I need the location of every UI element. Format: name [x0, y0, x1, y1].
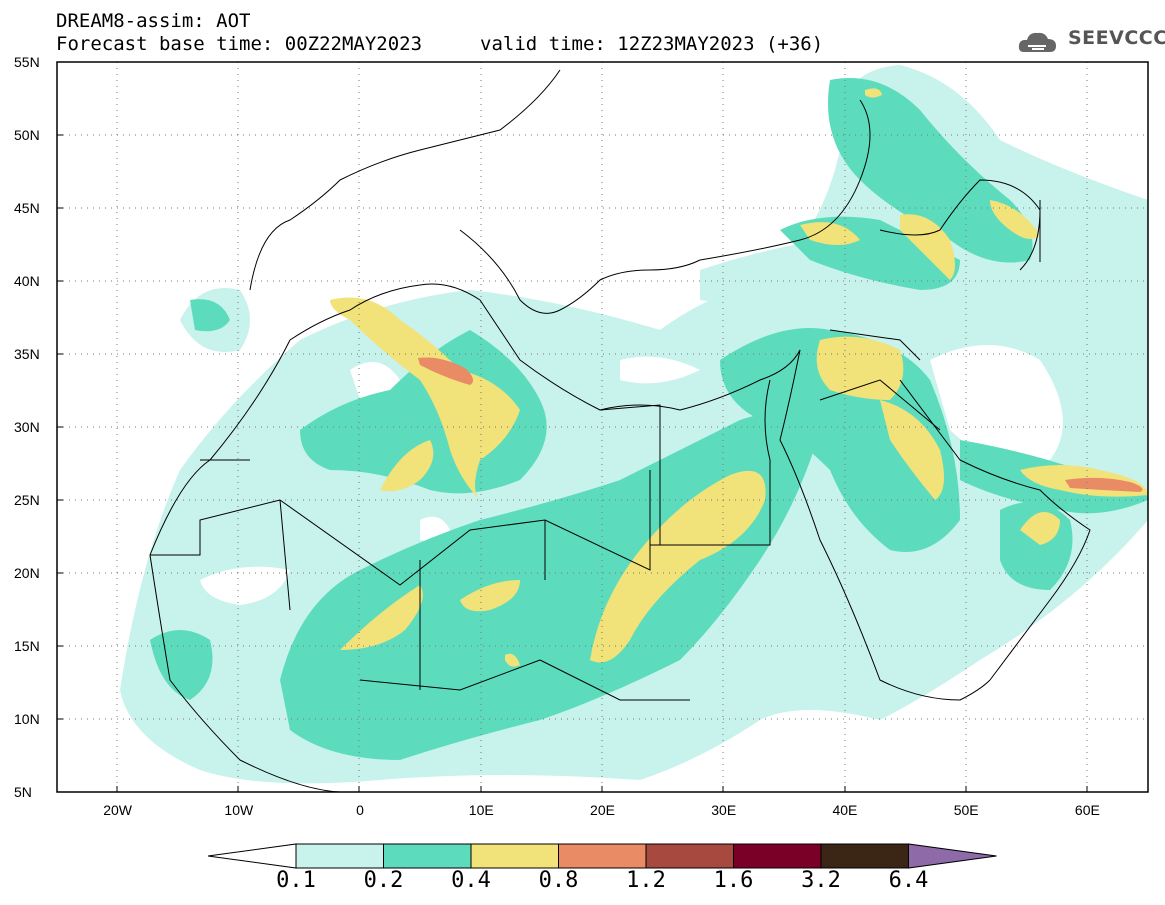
colorbar-box: [820, 843, 909, 869]
logo-text: SEEVCCC: [1068, 27, 1165, 49]
lat-tick-label: 45N: [14, 200, 40, 216]
colorbar-under-triangle: [207, 843, 297, 869]
colorbar-box: [470, 843, 559, 869]
coastlines: [149, 69, 1091, 792]
colorbar-label: 0.1: [276, 868, 316, 893]
colorbar-box: [383, 843, 472, 869]
cloud-logo-icon: [1018, 32, 1056, 52]
colorbar-label: 0.8: [538, 868, 579, 893]
lon-tick-label: 20E: [590, 802, 615, 818]
lon-tick-label: 40E: [832, 802, 858, 818]
colorbar-label: 1.6: [713, 868, 754, 893]
lat-tick-label: 20N: [14, 565, 40, 581]
lat-tick-label: 40N: [14, 273, 40, 289]
colorbar-box: [558, 843, 647, 869]
lon-tick-label: 10W: [224, 802, 254, 818]
colorbar-label: 6.4: [888, 868, 929, 893]
lon-tick-label: 30E: [711, 802, 737, 818]
colorbar-box: [645, 843, 734, 869]
lat-tick-label: 30N: [14, 419, 40, 435]
colorbar-over-triangle: [908, 843, 997, 869]
lon-tick-label: 60E: [1074, 802, 1100, 818]
colorbar-label: 3.2: [801, 868, 841, 893]
lat-tick-label: 10N: [14, 711, 40, 727]
colorbar-box: [733, 843, 822, 869]
lat-tick-label: 50N: [14, 127, 40, 143]
colorbar-label: 0.2: [363, 868, 404, 893]
aot-band-0.8: [418, 357, 1143, 492]
lat-tick-label: 55N: [14, 54, 40, 70]
colorbar-box: [295, 843, 384, 869]
lat-tick-label: 5N: [14, 784, 32, 800]
forecast-base-time: Forecast base time: 00Z22MAY2023: [56, 33, 423, 55]
colorbar-label: 0.4: [451, 868, 491, 893]
colorbar-label: 1.2: [626, 868, 666, 893]
lat-tick-label: 25N: [14, 492, 40, 508]
lon-tick-label: 0: [356, 802, 364, 818]
lon-tick-label: 10E: [468, 802, 494, 818]
lat-tick-label: 15N: [14, 638, 40, 654]
lat-tick-label: 35N: [14, 346, 40, 362]
lon-tick-label: 20W: [103, 802, 133, 818]
lon-tick-label: 50E: [953, 802, 979, 818]
map-title: DREAM8-assim: AOT: [56, 10, 251, 32]
valid-time: valid time: 12Z23MAY2023 (+36): [480, 33, 824, 55]
aot-band-0.4: [330, 88, 1148, 667]
